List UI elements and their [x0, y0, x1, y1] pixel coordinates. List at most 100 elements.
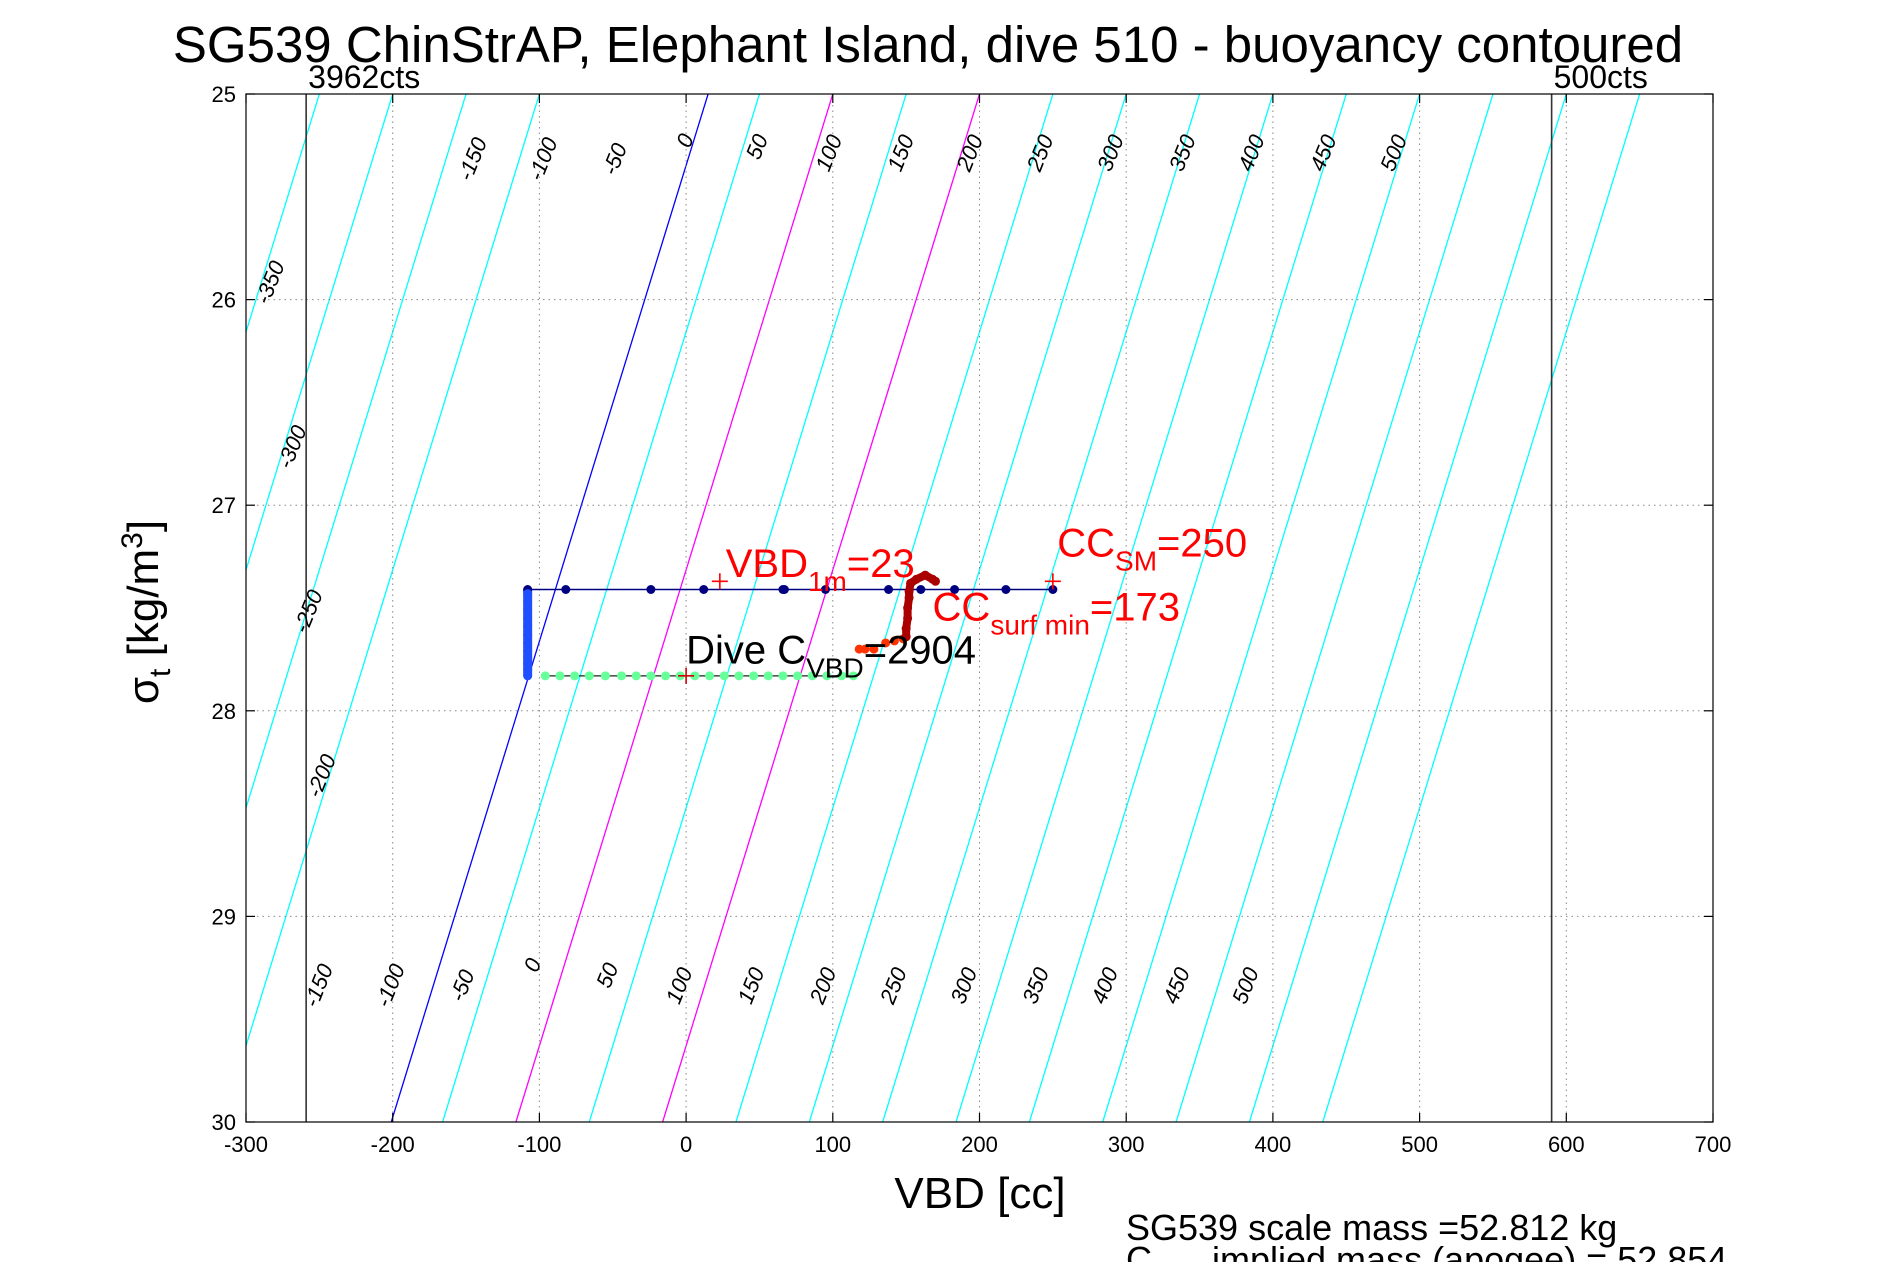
x-tick-label: 400: [1255, 1132, 1292, 1157]
contour-line: [1322, 94, 1641, 1122]
data-point: [884, 584, 894, 594]
contour-label-bottom: -100: [370, 960, 410, 1011]
contour-label-bottom: 200: [804, 963, 842, 1008]
x-tick-label: 200: [961, 1132, 998, 1157]
contour-label-top: 300: [1092, 130, 1129, 174]
data-point: [584, 671, 594, 681]
contour-label-bottom: 500: [1227, 963, 1264, 1007]
contour-label-bottom: 300: [945, 963, 982, 1007]
data-point: [646, 584, 656, 594]
contour-label-left: -250: [288, 586, 328, 637]
contour-label-bottom: -50: [444, 965, 479, 1005]
contour-label-bottom: 0: [519, 954, 547, 975]
data-point: [860, 644, 870, 654]
y-tick-label: 25: [212, 82, 236, 107]
data-point: [903, 613, 913, 623]
data-point: [646, 671, 656, 681]
contour-label-top: 350: [1164, 130, 1201, 174]
x-tick-label: 500: [1401, 1132, 1438, 1157]
y-tick-label: 26: [212, 288, 236, 313]
contour-label-top: -150: [452, 133, 492, 184]
data-point: [916, 584, 926, 594]
data-point: [570, 671, 580, 681]
buoyancy-contours: [0, 94, 1641, 1122]
y-axis-label: σt [kg/m3]: [116, 520, 177, 704]
vbd-limit-lines: 3962cts 500cts: [305, 59, 1648, 1122]
contour-label-bottom: -150: [298, 960, 338, 1011]
data-point: [950, 584, 960, 594]
contour-line: [1175, 94, 1494, 1122]
data-point: [911, 574, 921, 584]
data-point: [600, 671, 610, 681]
contour-label-left: -350: [250, 257, 290, 308]
contour-label-bottom: 350: [1017, 963, 1054, 1007]
data-point: [901, 624, 911, 634]
data-point: [734, 671, 744, 681]
data-point: [793, 671, 803, 681]
grid-lines: [246, 94, 1713, 1122]
data-point: [523, 605, 533, 615]
contour-line: [246, 94, 467, 811]
data-point: [837, 671, 847, 681]
axis-ticks: -300 -200 -100 0 100 200 300 400 500 600 700252627…: [212, 82, 1732, 1157]
data-point: [779, 584, 789, 594]
x-tick-label: 700: [1695, 1132, 1732, 1157]
contour-label-top: 150: [882, 130, 919, 174]
footer-scale-mass: SG539 scale mass =52.812 kg: [1126, 1207, 1617, 1248]
contour-label-bottom: 100: [661, 963, 698, 1007]
contour-line: [515, 94, 834, 1122]
x-tick-label: 300: [1108, 1132, 1145, 1157]
data-point: [523, 589, 533, 599]
contour-line: [588, 94, 907, 1122]
contour-line: [246, 94, 320, 335]
plus-marker: [1044, 573, 1061, 590]
data-point: [705, 671, 715, 681]
contour-line: [246, 94, 541, 1049]
x-tick-label: -100: [517, 1132, 561, 1157]
contour-label-top: 450: [1305, 130, 1342, 174]
contour-label-top: 100: [810, 130, 847, 174]
contour-line: [390, 94, 709, 1122]
data-point: [820, 584, 830, 594]
data-point: [631, 671, 641, 681]
data-point: [822, 671, 832, 681]
contour-line: [1102, 94, 1421, 1122]
plus-marker: [711, 573, 728, 590]
y-tick-label: 27: [212, 493, 236, 518]
data-point: [523, 630, 533, 640]
contour-line: [955, 94, 1274, 1122]
data-point: [889, 636, 899, 646]
contour-line: [246, 94, 394, 573]
data-point: [523, 613, 533, 623]
data-point: [523, 638, 533, 648]
x-axis-label: VBD [cc]: [894, 1169, 1065, 1218]
contour-label-top: 0: [671, 129, 699, 150]
contour-line: [0, 94, 99, 1122]
annotation-label: Dive CVBD=2904: [686, 629, 976, 684]
data-point: [778, 671, 788, 681]
data-point: [903, 603, 913, 613]
annotation-label: CCsurf min=173: [933, 585, 1180, 640]
data-point: [523, 671, 533, 681]
data-point: [523, 622, 533, 632]
x-tick-label: 0: [680, 1132, 692, 1157]
y-tick-label: 29: [212, 904, 236, 929]
data-point: [555, 671, 565, 681]
contour-line: [882, 94, 1201, 1122]
contour-label-bottom: 400: [1086, 963, 1123, 1007]
contour-label-top: 250: [1021, 130, 1059, 175]
contour-line: [1028, 94, 1347, 1122]
contour-line: [735, 94, 1054, 1122]
data-point: [904, 587, 914, 597]
chart-title: SG539 ChinStrAP, Elephant Island, dive 5…: [173, 16, 1683, 73]
data-point: [763, 671, 773, 681]
contour-label-bottom: 50: [591, 959, 624, 992]
data-point: [523, 659, 533, 669]
data-point: [523, 652, 533, 662]
data-point: [690, 671, 700, 681]
x-tick-label: 100: [814, 1132, 851, 1157]
data-point: [523, 646, 533, 656]
data-point: [848, 671, 858, 681]
